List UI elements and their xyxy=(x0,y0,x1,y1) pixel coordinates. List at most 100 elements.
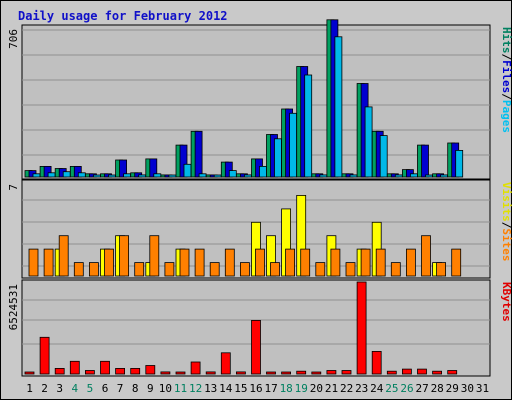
bar-sites-day-11 xyxy=(179,248,190,277)
axis-label-pages: Pages xyxy=(500,100,512,133)
bar-sites-day-5 xyxy=(89,262,99,277)
bar-sites-day-23 xyxy=(360,248,371,277)
x-tick-day-16: 16 xyxy=(249,382,262,395)
bar-sites-day-8 xyxy=(134,262,145,277)
chart-title: Daily usage for February 2012 xyxy=(18,9,228,23)
bar-sites-day-7 xyxy=(119,235,129,277)
bar-files-day-7 xyxy=(119,159,127,178)
scale-label-hits_files_pages: 706 xyxy=(7,29,20,49)
x-tick-day-26: 26 xyxy=(400,382,413,395)
x-tick-day-23: 23 xyxy=(355,382,368,395)
bar-pages-day-6 xyxy=(108,174,116,178)
bar-kbytes-day-29 xyxy=(447,370,458,375)
x-tick-day-24: 24 xyxy=(370,382,384,395)
axis-label-kbytes: KBytes xyxy=(500,282,512,322)
axis-label-kbytes: KBytes xyxy=(500,282,512,322)
x-tick-day-3: 3 xyxy=(56,382,63,395)
bar-pages-day-18 xyxy=(289,112,298,178)
bar-kbytes-day-3 xyxy=(54,367,65,375)
bar-pages-day-20 xyxy=(319,174,328,178)
scale-label-visits_sites: 7 xyxy=(7,184,20,191)
bar-pages-day-5 xyxy=(93,174,101,178)
bar-kbytes-day-1 xyxy=(24,371,35,375)
x-tick-day-7: 7 xyxy=(117,382,124,395)
bar-pages-day-10 xyxy=(168,174,177,178)
bar-sites-day-25 xyxy=(390,262,401,277)
bar-files-day-9 xyxy=(149,158,158,178)
x-tick-day-13: 13 xyxy=(204,382,217,395)
x-tick-day-28: 28 xyxy=(431,382,444,395)
x-tick-day-6: 6 xyxy=(102,382,109,395)
bar-sites-day-15 xyxy=(239,262,250,277)
bar-kbytes-day-13 xyxy=(205,371,216,375)
bar-kbytes-day-5 xyxy=(85,370,95,375)
bar-sites-day-10 xyxy=(164,262,175,277)
axis-label-files: Files xyxy=(500,60,512,93)
bar-pages-day-8 xyxy=(138,174,147,178)
bar-pages-day-7 xyxy=(123,173,131,178)
bar-kbytes-day-25 xyxy=(386,370,397,375)
bar-sites-day-29 xyxy=(451,248,462,277)
x-tick-day-12: 12 xyxy=(189,382,202,395)
bar-kbytes-day-8 xyxy=(130,367,141,375)
bar-sites-day-14 xyxy=(224,248,235,277)
x-tick-day-25: 25 xyxy=(385,382,398,395)
bar-kbytes-day-18 xyxy=(281,371,292,375)
bar-pages-day-13 xyxy=(213,174,222,178)
bar-sites-day-20 xyxy=(315,262,326,277)
axis-label-separator: / xyxy=(500,93,512,100)
axis-label-hits: Hits xyxy=(500,27,512,54)
x-tick-day-31: 31 xyxy=(476,382,489,395)
x-tick-day-18: 18 xyxy=(280,382,293,395)
bar-pages-day-14 xyxy=(228,170,237,178)
bar-pages-day-19 xyxy=(304,74,313,178)
bar-pages-day-26 xyxy=(409,173,418,178)
bar-pages-day-1 xyxy=(32,173,41,178)
x-tick-day-11: 11 xyxy=(174,382,187,395)
axis-label-separator: / xyxy=(500,54,512,61)
bar-pages-day-9 xyxy=(153,173,162,178)
x-tick-day-14: 14 xyxy=(219,382,233,395)
plot-panel-hits_files_pages xyxy=(21,24,491,180)
bar-kbytes-day-9 xyxy=(145,365,156,375)
bar-kbytes-day-2 xyxy=(39,336,50,375)
bar-kbytes-day-7 xyxy=(115,367,125,375)
x-tick-day-4: 4 xyxy=(71,382,78,395)
bar-sites-day-2 xyxy=(43,248,54,277)
axis-label-sites: Sites xyxy=(500,228,512,261)
bar-kbytes-day-21 xyxy=(326,370,337,375)
bar-sites-day-18 xyxy=(285,248,296,277)
bar-sites-day-17 xyxy=(270,262,280,277)
x-tick-day-17: 17 xyxy=(264,382,277,395)
bar-sites-day-28 xyxy=(436,262,447,277)
axis-label-separator: / xyxy=(500,222,512,229)
x-tick-day-19: 19 xyxy=(295,382,308,395)
axis-label-hits_files_pages: Hits/Files/Pages xyxy=(500,27,512,133)
bar-files-day-11 xyxy=(179,144,188,178)
x-tick-day-29: 29 xyxy=(446,382,459,395)
x-tick-day-9: 9 xyxy=(147,382,154,395)
bar-sites-day-24 xyxy=(375,248,386,277)
bar-kbytes-day-26 xyxy=(401,368,412,375)
bar-pages-day-22 xyxy=(349,174,358,178)
bar-files-day-26 xyxy=(405,169,414,178)
bar-kbytes-day-22 xyxy=(341,370,352,375)
bar-kbytes-day-10 xyxy=(160,371,171,375)
bar-sites-day-4 xyxy=(73,262,84,277)
bar-pages-day-28 xyxy=(440,174,449,178)
bar-pages-day-3 xyxy=(62,171,71,178)
x-tick-day-20: 20 xyxy=(310,382,323,395)
bar-kbytes-day-17 xyxy=(266,371,276,375)
x-tick-day-10: 10 xyxy=(159,382,172,395)
bar-sites-day-16 xyxy=(255,248,265,277)
bar-pages-day-4 xyxy=(77,172,86,178)
x-tick-day-5: 5 xyxy=(87,382,94,395)
bar-sites-day-3 xyxy=(58,235,69,277)
bar-sites-day-9 xyxy=(149,235,160,277)
x-tick-day-27: 27 xyxy=(415,382,428,395)
bar-kbytes-day-24 xyxy=(371,350,382,375)
bar-kbytes-day-15 xyxy=(235,371,246,375)
bar-sites-day-21 xyxy=(330,248,341,277)
axis-label-visits_sites: Visits/Sites xyxy=(500,182,512,262)
